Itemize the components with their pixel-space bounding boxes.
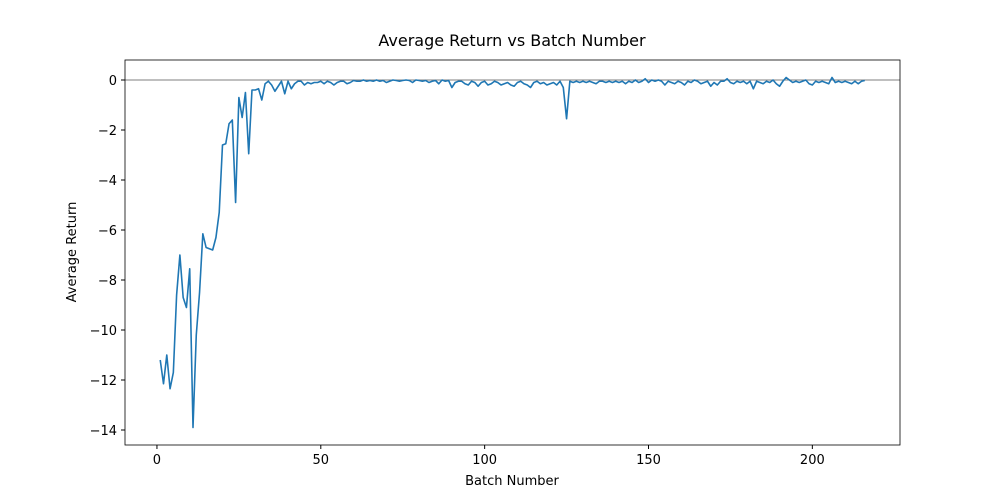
y-tick-label: −14 <box>90 424 117 439</box>
data-line <box>159 76 865 429</box>
x-tick-label: 50 <box>313 453 330 468</box>
y-axis-label: Average Return <box>65 202 80 303</box>
plot-frame <box>124 59 901 446</box>
x-axis-label: Batch Number <box>465 474 559 489</box>
y-tick-label: −6 <box>98 224 117 239</box>
y-tick-label: −8 <box>98 274 117 289</box>
y-tick-label: −10 <box>90 324 117 339</box>
y-tick-label: −12 <box>90 374 117 389</box>
y-tick-label: −4 <box>98 174 117 189</box>
x-tick-label: 0 <box>153 453 161 468</box>
chart-title: Average Return vs Batch Number <box>378 31 646 50</box>
x-tick-label: 150 <box>636 453 661 468</box>
x-tick-label: 100 <box>472 453 497 468</box>
y-tick-label: −2 <box>98 124 117 139</box>
x-tick-label: 200 <box>800 453 825 468</box>
y-tick-label: 0 <box>109 74 117 89</box>
